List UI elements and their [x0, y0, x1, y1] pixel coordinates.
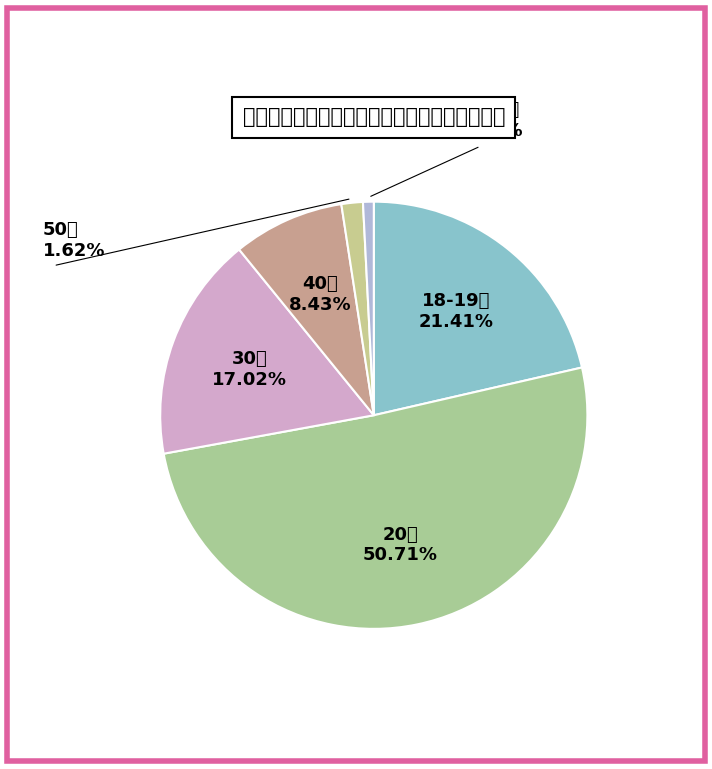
- Text: 50代
1.62%: 50代 1.62%: [43, 221, 105, 259]
- Text: 18-19歳
21.41%: 18-19歳 21.41%: [419, 292, 494, 331]
- Wedge shape: [363, 201, 374, 415]
- Text: 30代
17.02%: 30代 17.02%: [212, 350, 287, 389]
- Text: 40代
8.43%: 40代 8.43%: [289, 275, 352, 314]
- Wedge shape: [160, 249, 374, 454]
- Wedge shape: [341, 202, 374, 415]
- Wedge shape: [374, 201, 582, 415]
- Wedge shape: [164, 368, 587, 629]
- Title: 和歌山県のワクワクメール：女性会員の年齢層: 和歌山県のワクワクメール：女性会員の年齢層: [243, 107, 505, 127]
- Wedge shape: [239, 204, 374, 415]
- Text: 60代以上
0.81%: 60代以上 0.81%: [460, 101, 523, 140]
- Text: 20代
50.71%: 20代 50.71%: [363, 525, 438, 564]
